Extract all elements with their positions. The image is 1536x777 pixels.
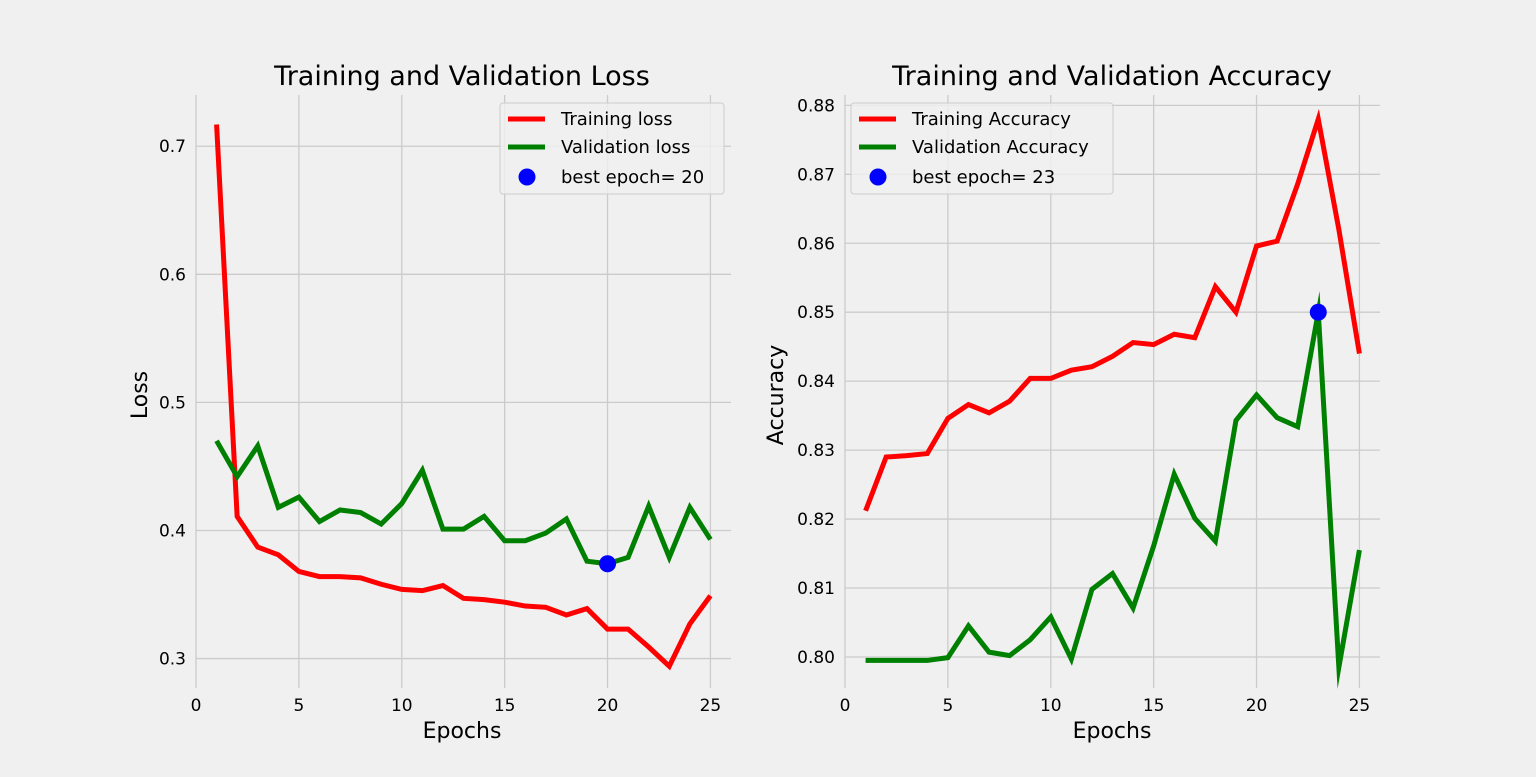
accuracy-legend: Training Accuracy Validation Accuracy best… (850, 102, 1114, 195)
accuracy-y-tick-label: 0.80 (797, 648, 835, 668)
loss-x-tick-label: 20 (597, 696, 619, 716)
loss-legend-best-marker (518, 168, 536, 186)
accuracy-series (863, 108, 1362, 689)
loss-y-tick-label: 0.7 (159, 137, 186, 157)
loss-legend: Training loss Validation loss best epoch= … (499, 102, 725, 195)
loss-x-tick-label: 25 (700, 696, 722, 716)
loss-training-loss-line (214, 124, 713, 671)
loss-y-tick-label: 0.6 (159, 265, 186, 285)
accuracy-chart: 0 5 10 15 20 25 0.80 0.81 0.82 0.83 0.84 0.85 0.86 0.… (764, 61, 1380, 744)
accuracy-y-tick-label: 0.86 (797, 234, 835, 254)
accuracy-x-tick-label: 5 (942, 696, 953, 716)
accuracy-y-tick-label: 0.82 (797, 510, 835, 530)
loss-legend-label: Training loss (560, 109, 673, 130)
accuracy-ticks: 0 5 10 15 20 25 0.80 0.81 0.82 0.83 0.84 0.85 0.86 0.… (797, 96, 1370, 716)
accuracy-legend-best-marker (869, 168, 887, 186)
loss-legend-best-label: best epoch= 20 (561, 167, 704, 188)
accuracy-y-tick-label: 0.87 (797, 165, 835, 185)
loss-best-epoch-marker (599, 555, 617, 573)
accuracy-x-axis-label: Epochs (1073, 719, 1152, 744)
accuracy-y-axis-label: Accuracy (764, 345, 789, 445)
loss-validation-loss-line (214, 439, 713, 567)
accuracy-training-accuracy-line (863, 108, 1362, 512)
accuracy-x-tick-label: 0 (840, 696, 851, 716)
loss-y-tick-label: 0.4 (159, 521, 186, 541)
accuracy-y-tick-label: 0.81 (797, 579, 835, 599)
accuracy-y-tick-label: 0.88 (797, 96, 835, 116)
accuracy-legend-box (850, 102, 1114, 195)
loss-chart-title: Training and Validation Loss (273, 61, 650, 92)
accuracy-x-tick-label: 20 (1246, 696, 1268, 716)
loss-x-tick-label: 10 (391, 696, 413, 716)
accuracy-x-tick-label: 10 (1040, 696, 1062, 716)
accuracy-validation-accuracy-line (865, 290, 1362, 689)
accuracy-y-tick-label: 0.84 (797, 372, 835, 392)
loss-legend-label: Validation loss (561, 137, 690, 158)
accuracy-legend-label: Training Accuracy (911, 109, 1071, 130)
accuracy-x-tick-label: 25 (1349, 696, 1371, 716)
loss-y-tick-label: 0.3 (159, 650, 186, 670)
loss-series (214, 124, 713, 671)
loss-x-tick-label: 15 (494, 696, 516, 716)
loss-x-tick-label: 0 (191, 696, 202, 716)
loss-chart: 0 5 10 15 20 25 0.3 0.4 0.5 0.6 0.7 Training and V… (128, 61, 731, 744)
accuracy-legend-best-label: best epoch= 23 (912, 167, 1055, 188)
loss-y-tick-label: 0.5 (159, 393, 186, 413)
accuracy-best-epoch-marker (1309, 303, 1327, 321)
loss-y-axis-label: Loss (128, 371, 153, 419)
accuracy-x-tick-label: 15 (1143, 696, 1165, 716)
accuracy-chart-title: Training and Validation Accuracy (891, 61, 1332, 92)
accuracy-legend-label: Validation Accuracy (912, 137, 1089, 158)
loss-x-tick-label: 5 (293, 696, 304, 716)
loss-x-axis-label: Epochs (423, 719, 502, 744)
loss-legend-box (499, 102, 725, 195)
accuracy-y-tick-label: 0.85 (797, 303, 835, 323)
accuracy-y-tick-label: 0.83 (797, 441, 835, 461)
loss-ticks: 0 5 10 15 20 25 0.3 0.4 0.5 0.6 0.7 (159, 137, 721, 716)
